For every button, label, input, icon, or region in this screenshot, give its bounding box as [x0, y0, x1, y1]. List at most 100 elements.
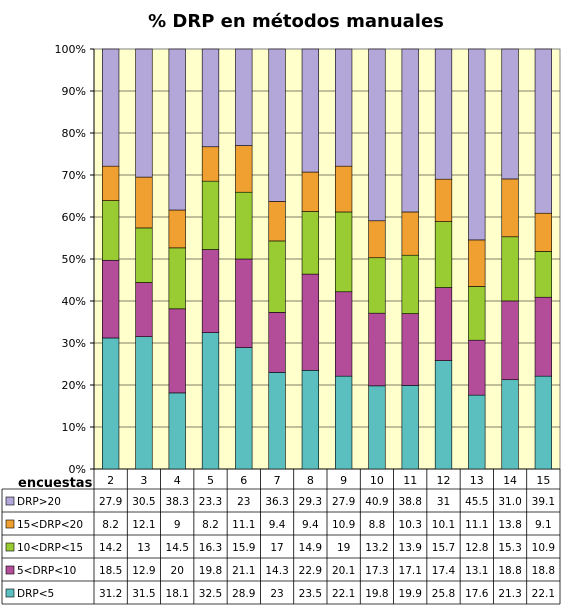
bar-segment — [168, 392, 186, 470]
y-tick-label: 30% — [62, 337, 86, 350]
data-label: 10.9 — [332, 519, 355, 531]
bar-segment — [135, 227, 153, 283]
data-label: 17.6 — [465, 588, 489, 600]
data-label: 10.1 — [432, 519, 455, 531]
bar-segment — [102, 337, 120, 470]
data-label: 12.8 — [465, 542, 488, 554]
bar-segment — [401, 254, 419, 314]
bar-segment — [335, 165, 353, 213]
bar-segment — [501, 178, 519, 238]
bar-segment — [168, 209, 186, 249]
bar-segment — [301, 211, 319, 275]
legend-swatch — [5, 588, 15, 598]
bar-segment — [201, 180, 220, 250]
data-label: 13.2 — [365, 542, 388, 554]
data-label: 10.3 — [399, 519, 422, 531]
bar-segment — [135, 336, 153, 470]
category-label: 8 — [307, 474, 314, 487]
bar-segment — [468, 239, 486, 287]
data-label: 14.3 — [265, 565, 288, 577]
bar-segment — [268, 372, 286, 470]
category-label: 14 — [503, 474, 517, 487]
bar-segment — [301, 48, 319, 173]
data-label: 21.1 — [232, 565, 255, 577]
data-label: 16.3 — [199, 542, 222, 554]
bar-segment — [102, 259, 120, 339]
category-label: 15 — [536, 474, 550, 487]
legend-swatch — [5, 496, 15, 506]
bar-segment — [401, 211, 419, 256]
legend-swatch — [5, 519, 15, 529]
legend-swatch — [5, 542, 15, 552]
bar-segment — [368, 220, 386, 259]
bar-segment — [102, 48, 120, 167]
category-label: 7 — [274, 474, 281, 487]
data-label: 28.9 — [232, 588, 255, 600]
category-label: 11 — [403, 474, 417, 487]
data-label: 15.3 — [498, 542, 521, 554]
y-tick-label: 40% — [62, 295, 86, 308]
bar-segment — [135, 282, 153, 337]
bar-segment — [368, 257, 386, 314]
bar-segment — [434, 178, 453, 222]
category-label: 5 — [207, 474, 214, 487]
data-label: 23 — [237, 496, 250, 508]
data-label: 8.2 — [102, 519, 119, 531]
data-label: 19.8 — [199, 565, 222, 577]
bar-segment — [268, 48, 286, 202]
data-label: 20 — [171, 565, 184, 577]
data-label: 11.1 — [232, 519, 255, 531]
bar-segment — [368, 48, 386, 222]
data-label: 17.1 — [399, 565, 422, 577]
category-label: 6 — [240, 474, 247, 487]
table-row-label: DRP<5 — [17, 588, 54, 600]
data-label: 23.5 — [299, 588, 322, 600]
bar-segment — [434, 360, 453, 470]
data-label: 36.3 — [265, 496, 288, 508]
data-label: 13 — [137, 542, 150, 554]
table-row-label: DRP>20 — [17, 496, 61, 508]
data-label: 30.5 — [132, 496, 155, 508]
data-label: 17.3 — [365, 565, 388, 577]
category-label: 13 — [470, 474, 484, 487]
category-label: 4 — [174, 474, 181, 487]
data-label: 39.1 — [532, 496, 555, 508]
data-label: 31 — [437, 496, 450, 508]
data-label: 9 — [174, 519, 181, 531]
data-label: 19.9 — [399, 588, 422, 600]
data-label: 22.9 — [299, 565, 322, 577]
data-label: 19.8 — [365, 588, 388, 600]
bar-segment — [268, 201, 286, 242]
data-label: 15.9 — [232, 542, 255, 554]
bar-segment — [501, 48, 519, 180]
data-label: 9.4 — [269, 519, 286, 531]
bar-segment — [335, 375, 353, 470]
bar-segment — [335, 211, 353, 293]
data-label: 31.2 — [99, 588, 122, 600]
bar-segment — [534, 296, 552, 377]
bar-segment — [135, 176, 153, 229]
bar-segment — [335, 48, 353, 167]
data-label: 31.5 — [132, 588, 155, 600]
data-label: 14.9 — [299, 542, 322, 554]
y-tick-label: 90% — [62, 85, 86, 98]
bar-segment — [468, 48, 486, 241]
data-label: 9.1 — [535, 519, 552, 531]
bar-segment — [235, 258, 253, 348]
data-label: 22.1 — [532, 588, 555, 600]
bar-segment — [168, 308, 186, 394]
y-tick-label: 60% — [62, 211, 86, 224]
y-tick-label: 100% — [55, 43, 86, 56]
data-label: 18.5 — [99, 565, 122, 577]
bar-segment — [235, 145, 253, 193]
data-label: 12.1 — [132, 519, 155, 531]
bar-segment — [268, 312, 286, 373]
y-tick-label: 70% — [62, 169, 86, 182]
data-label: 17 — [270, 542, 283, 554]
data-label: 11.1 — [465, 519, 488, 531]
bar-segment — [301, 171, 319, 212]
y-tick-label: 80% — [62, 127, 86, 140]
data-label: 17.4 — [432, 565, 456, 577]
